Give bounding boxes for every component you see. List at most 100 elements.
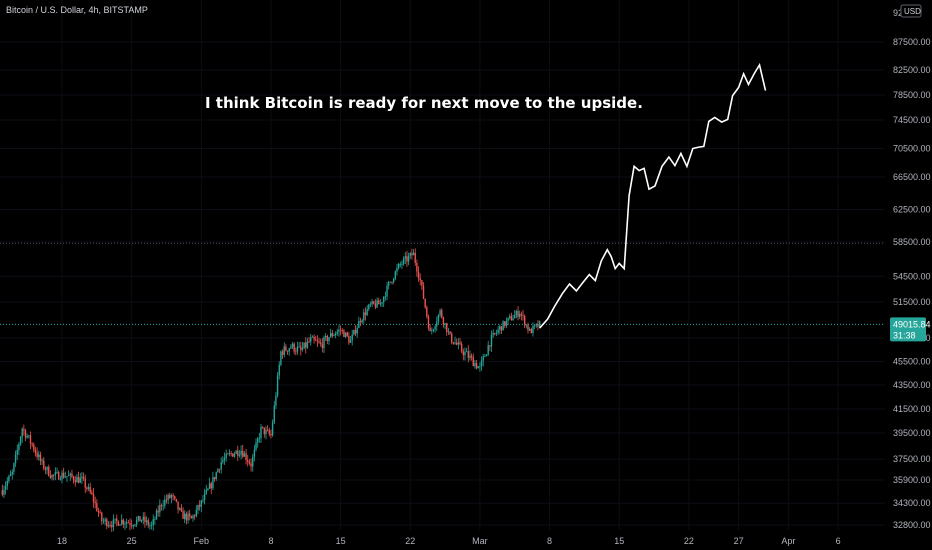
candle-body <box>333 334 335 336</box>
projection-line <box>539 62 767 329</box>
candle-body <box>409 253 411 256</box>
time-tick-label: 25 <box>127 536 137 546</box>
candle-body <box>11 471 13 475</box>
price-axis-top-partial: 92 <box>893 8 903 18</box>
time-tick-label: Mar <box>472 536 488 546</box>
candle-body <box>376 300 378 308</box>
candle-body <box>54 472 57 476</box>
candle-body <box>34 449 37 453</box>
candle-body <box>494 333 496 334</box>
candle-body <box>6 481 8 486</box>
candle-body <box>130 524 133 526</box>
candle-body <box>293 343 295 352</box>
candle-body <box>57 471 60 480</box>
candle-body <box>170 495 173 498</box>
candle-body <box>515 310 518 315</box>
price-tick-label: 66500.00 <box>893 172 931 182</box>
candle-body <box>137 516 139 520</box>
candle-body <box>369 303 372 305</box>
candle-body <box>121 519 123 525</box>
candle-body <box>31 443 33 445</box>
candle-body <box>356 328 358 334</box>
candle-body <box>135 519 138 525</box>
candle-body <box>535 323 537 326</box>
candle-body <box>417 271 420 279</box>
candle-body <box>212 477 214 489</box>
price-tick-label: 74500.00 <box>893 115 931 125</box>
candle-body <box>215 472 217 480</box>
candle-body <box>489 345 491 347</box>
candle-body <box>505 320 508 326</box>
currency-badge[interactable]: USD <box>900 4 922 18</box>
candle-body <box>134 524 136 526</box>
candle-body <box>336 331 338 334</box>
time-axis[interactable]: 18 25 Feb 8 15 22 Mar 8 15 22 27 Apr 6 <box>57 536 841 546</box>
candle-body <box>429 328 431 332</box>
candle-body <box>185 513 188 521</box>
candle-body <box>507 317 509 321</box>
candle-body <box>288 348 290 352</box>
candle-body <box>276 375 279 396</box>
candle-body <box>14 454 17 464</box>
price-tick-label: 35900.00 <box>893 475 931 485</box>
candle-body <box>147 520 149 526</box>
candle-body <box>18 444 20 450</box>
candle-body <box>296 346 299 352</box>
candle-body <box>358 321 360 329</box>
candle-body <box>177 501 179 510</box>
price-tick-label: 34300.00 <box>893 498 931 508</box>
price-axis[interactable]: 32800.00 34300.00 35900.00 37500.00 39500.00… <box>893 37 931 530</box>
candle-body <box>422 285 425 299</box>
candle-body <box>449 331 451 334</box>
candle-body <box>51 474 53 478</box>
time-tick-label: 8 <box>547 536 552 546</box>
price-tick-label: 62500.00 <box>893 205 931 215</box>
candle-body <box>444 323 446 325</box>
candle-body <box>240 450 242 455</box>
candle-body <box>525 324 528 326</box>
candle-body <box>157 510 159 513</box>
candle-body <box>16 449 18 455</box>
candle-body <box>43 460 45 469</box>
candle-body <box>273 405 275 423</box>
candle-body <box>316 340 319 342</box>
candle-body <box>76 476 78 483</box>
candle-body <box>389 281 392 283</box>
price-tick-label: 32800.00 <box>893 520 931 530</box>
candle-body <box>149 525 151 527</box>
candle-body <box>122 519 125 525</box>
candle-body <box>24 430 27 438</box>
candle-body <box>447 331 450 333</box>
candle-body <box>404 256 406 259</box>
candle-body <box>434 326 436 330</box>
candle-body <box>53 474 55 476</box>
candle-body <box>59 479 62 481</box>
candlestick-series[interactable] <box>1 248 541 532</box>
candle-body <box>520 313 523 316</box>
candle-body <box>467 351 469 358</box>
candle-body <box>475 363 478 369</box>
candle-body <box>132 525 135 527</box>
candle-body <box>252 456 254 467</box>
candle-body <box>87 487 90 489</box>
time-tick-label: 18 <box>57 536 67 546</box>
candle-body <box>198 504 201 507</box>
candle-body <box>270 433 272 436</box>
candle-body <box>248 461 251 464</box>
candle-body <box>220 462 222 470</box>
candle-body <box>437 315 440 322</box>
candle-body <box>387 282 390 286</box>
candle-body <box>514 314 516 319</box>
candle-body <box>318 341 320 343</box>
candle-body <box>91 492 93 494</box>
candle-body <box>187 513 189 521</box>
candle-body <box>344 332 347 337</box>
candle-body <box>114 518 116 520</box>
candle-body <box>459 342 461 345</box>
candle-body <box>188 513 191 517</box>
candle-body <box>532 326 534 334</box>
candle-body <box>64 476 67 478</box>
candle-body <box>265 429 267 435</box>
candle-body <box>305 342 307 348</box>
